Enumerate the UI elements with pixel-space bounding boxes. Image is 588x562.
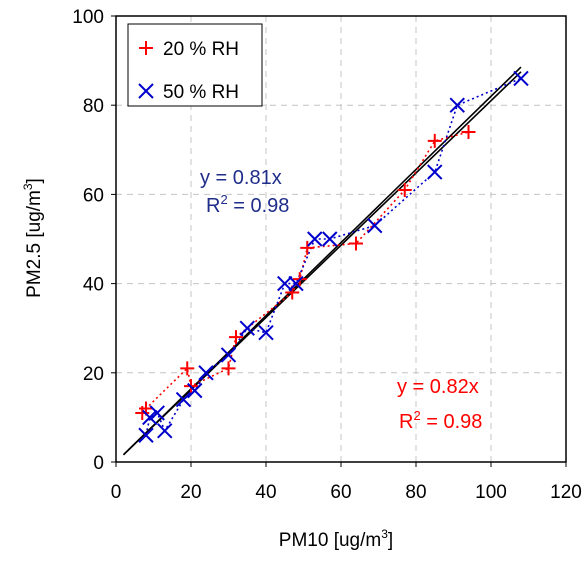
legend-label-50rh: 50 % RH [163,82,239,103]
x-tick-label: 120 [550,482,582,503]
legend-marker-50rh [138,83,154,99]
y-tick-label: 100 [72,7,104,28]
legend-plus-marker [139,41,153,55]
trendline [122,71,522,456]
data-point-20rh [349,236,363,251]
y-tick-label: 40 [83,275,104,296]
data-point-50rh [288,275,304,292]
data-point-50rh [142,409,158,426]
data-point-20rh [397,182,412,197]
legend-label-20rh: 20 % RH [163,39,239,60]
data-point-50rh [307,231,323,247]
data-point-50rh [427,164,443,180]
data-point-20rh [221,361,236,376]
data-point-50rh [322,231,338,247]
data-point-50rh [198,365,214,381]
data-point-50rh [157,423,173,439]
blue-equation-line1: y = 0.81x [200,167,282,189]
data-point-50rh [277,275,293,292]
blue-equation-line2: R2 = 0.98 [206,192,289,217]
x-tick-label: 0 [111,482,122,503]
data-point-50rh [138,427,154,443]
x-tick-label: 60 [330,482,351,503]
red-equation-line2: R2 = 0.98 [399,408,482,433]
data-point-50rh [367,217,383,234]
legend-marker-20rh [139,41,153,55]
x-tick-label: 80 [405,482,426,503]
gridlines [116,16,566,462]
data-point-50rh [187,382,203,399]
data-point-50rh [175,391,192,408]
legend-box [127,23,263,107]
y-tick-label: 60 [83,185,104,206]
legend: 20 % RH 50 % RH [127,23,263,107]
legend-cross-marker [138,83,154,99]
y-tick-label: 80 [83,96,104,117]
x-tick-label: 40 [255,482,276,503]
data-point-20rh [180,361,195,376]
data-point-50rh [220,347,237,363]
data-point-50rh [513,70,529,87]
data-point-20rh [229,330,243,345]
x-axis-label: PM10 [ug/m3] [279,527,393,551]
data-point-20rh [461,124,476,139]
data-point-20rh [427,133,442,148]
x-tick-label: 100 [475,482,507,503]
y-axis-label: PM2.5 [ug/m3] [21,178,45,298]
data-markers [135,70,529,443]
data-point-50rh [449,97,465,113]
red-equation-line1: y = 0.82x [397,376,479,398]
axis-ticks: 0 20 40 60 80 100 120 0 20 40 60 80 100 [72,7,582,503]
x-tick-label: 20 [180,482,201,503]
y-tick-label: 20 [83,364,104,385]
y-tick-label: 0 [93,453,104,474]
data-point-20rh [300,240,315,255]
annotation-red-equation: y = 0.82x R2 = 0.98 [397,376,482,433]
annotation-blue-equation: y = 0.81x R2 = 0.98 [200,167,289,217]
data-point-50rh [258,324,274,341]
data-point-50rh [239,320,255,336]
data-point-50rh [149,405,165,421]
series-connector-line [145,77,522,436]
